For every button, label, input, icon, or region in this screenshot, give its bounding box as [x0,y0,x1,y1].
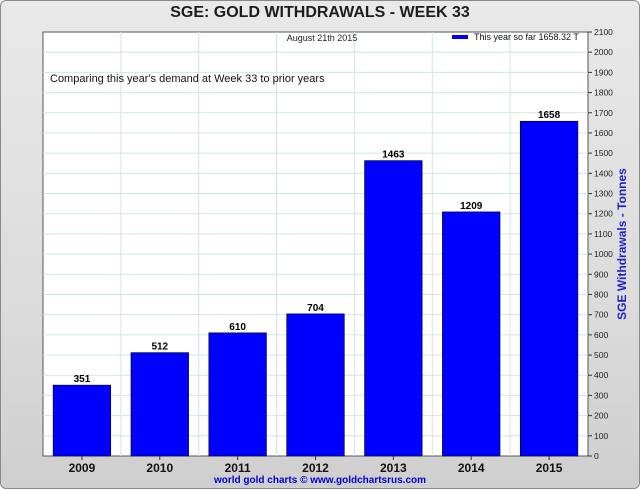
data-label: 1209 [460,201,483,212]
data-label: 512 [151,342,168,353]
bar-2012 [286,313,345,457]
data-label: 704 [307,303,324,314]
bar-2011 [208,332,267,457]
y-tick-label: 1000 [594,249,613,259]
x-tick-label: 2014 [458,461,485,475]
y-tick-label: 1800 [594,88,613,98]
y-tick-label: 1500 [594,148,613,158]
y-axis-ticks: 0 100 200 300 400 500 600 700 800 900 1000 1100 1200… [588,27,613,461]
date-label: August 21th 2015 [287,33,358,43]
bar-2014 [442,211,501,457]
x-axis-ticks: 2009 2010 2011 2012 2013 2014 2015 [69,456,563,475]
y-tick-label: 1300 [594,189,613,199]
y-tick-label: 200 [594,411,608,421]
legend-entry: This year so far 1658.32 T [474,32,579,42]
y-tick-label: 2000 [594,47,613,57]
y-tick-label: 2100 [594,27,613,37]
y-tick-label: 100 [594,431,608,441]
legend: This year so far 1658.32 T [452,32,579,42]
y-tick-label: 1900 [594,67,613,77]
y-tick-label: 1600 [594,128,613,138]
y-tick-label: 1400 [594,168,613,178]
bar-2010 [130,352,189,457]
y-tick-label: 300 [594,390,608,400]
chart-title: SGE: GOLD WITHDRAWALS - WEEK 33 [170,4,470,21]
y-tick-label: 0 [594,451,599,461]
y-tick-label: 900 [594,269,608,279]
data-label: 1658 [538,110,561,121]
y-tick-label: 700 [594,310,608,320]
data-label: 351 [74,374,91,385]
x-tick-label: 2011 [225,461,251,475]
footer-credit: world gold charts © www.goldchartsrus.co… [213,475,427,486]
y-tick-label: 1700 [594,108,613,118]
chart-annotation: Comparing this year's demand at Week 33 … [50,73,325,85]
x-tick-label: 2015 [536,461,563,475]
y-tick-label: 600 [594,330,608,340]
y-tick-label: 1100 [594,229,613,239]
y-tick-label: 400 [594,370,608,380]
x-tick-label: 2010 [146,461,173,475]
x-tick-label: 2012 [302,461,329,475]
y-tick-label: 800 [594,289,608,299]
bar-2009 [52,384,112,457]
data-label: 610 [229,322,246,333]
y-axis-label: SGE Withdrawals - Tonnes [615,168,629,320]
y-tick-label: 500 [594,350,608,360]
bar-2013 [364,160,423,457]
legend-swatch [452,35,468,39]
bar-2015 [519,120,579,457]
x-tick-label: 2013 [380,461,407,475]
data-label: 1463 [382,150,405,161]
bars: 351 512 610 704 1463 1209 1658 [52,110,579,457]
x-tick-label: 2009 [69,461,96,475]
y-tick-label: 1200 [594,209,613,219]
